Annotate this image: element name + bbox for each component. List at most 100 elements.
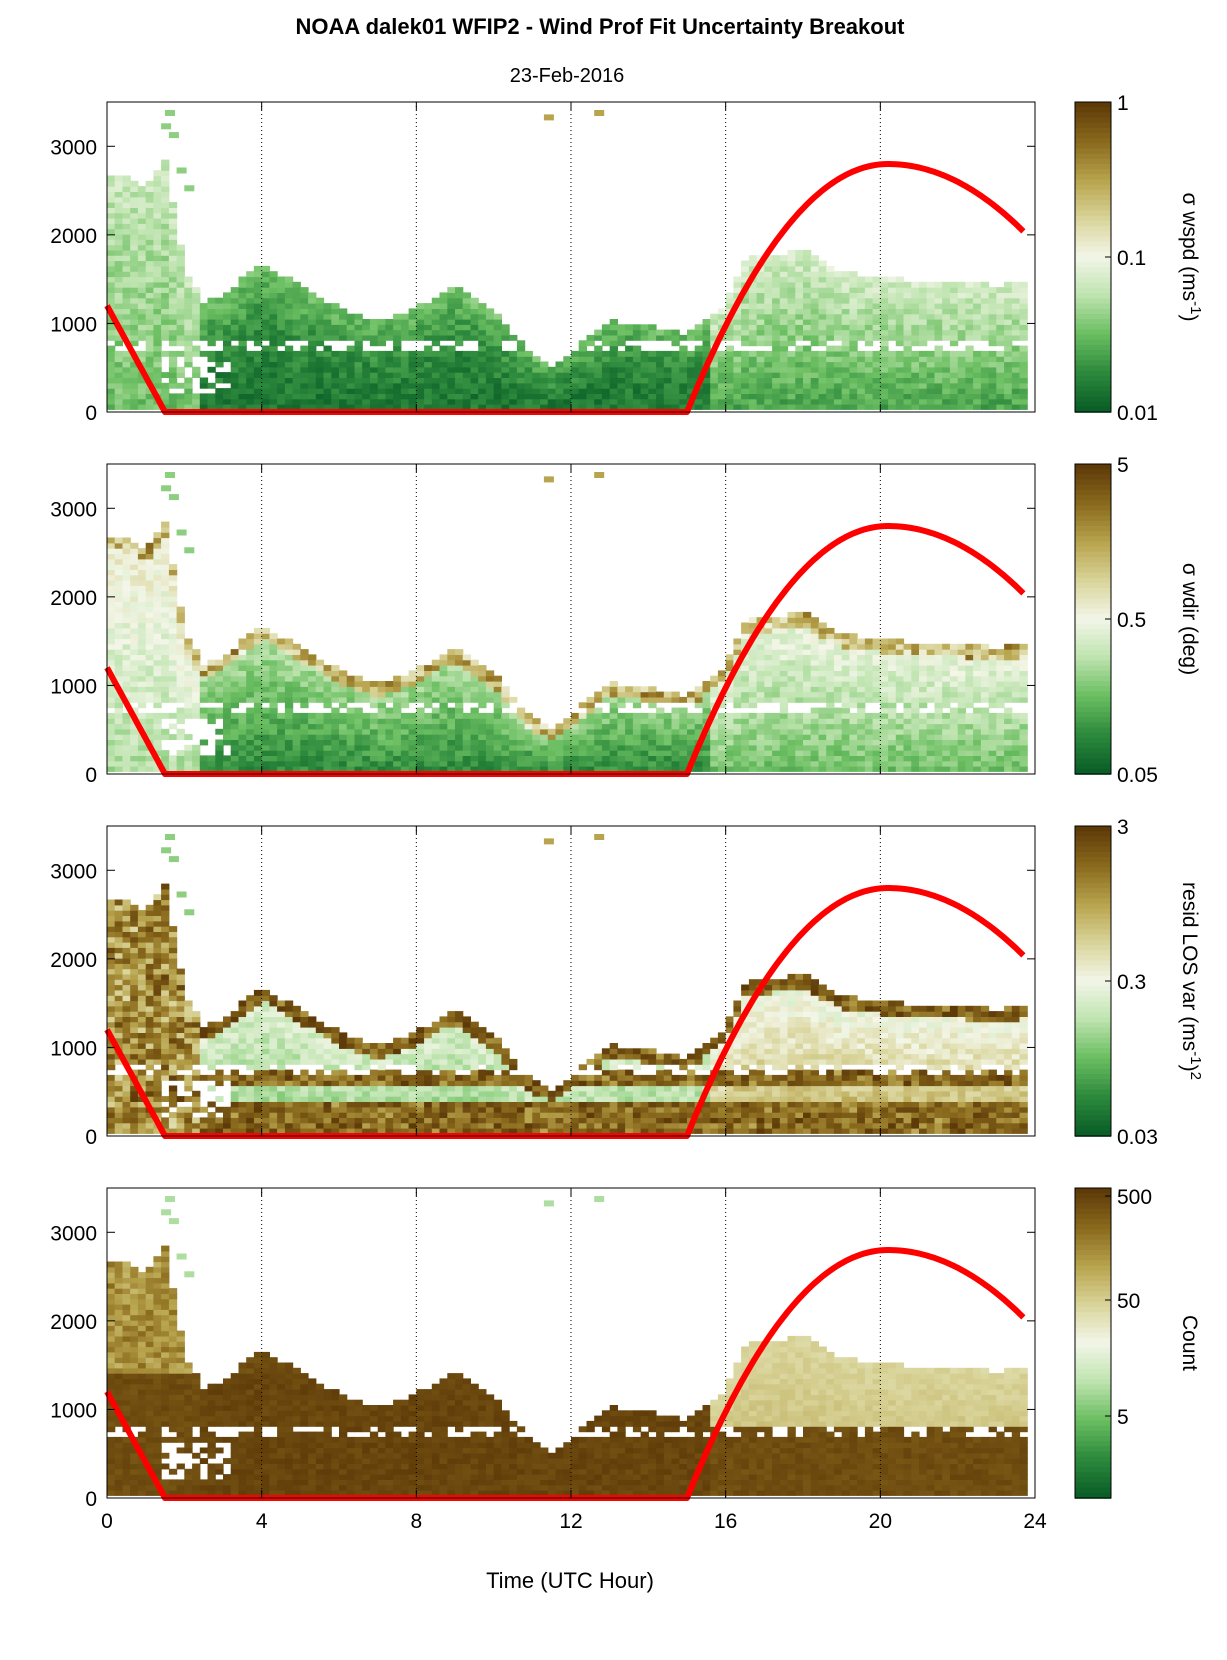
heatmap-wdir xyxy=(107,472,1028,772)
heatmap-cell xyxy=(687,335,695,341)
heatmap-cell xyxy=(324,745,332,751)
heatmap-cell xyxy=(927,335,935,341)
heatmap-cell xyxy=(393,351,401,357)
heatmap-cell xyxy=(471,676,479,682)
heatmap-cell xyxy=(935,750,943,756)
heatmap-cell xyxy=(726,298,734,304)
heatmap-cell xyxy=(123,202,131,208)
heatmap-cell xyxy=(803,266,811,272)
heatmap-cell xyxy=(153,346,161,352)
heatmap-cell xyxy=(192,319,200,325)
heatmap-cell xyxy=(718,383,726,389)
heatmap-cell xyxy=(277,378,285,384)
heatmap-cell xyxy=(123,367,131,373)
heatmap-cell xyxy=(540,761,548,767)
heatmap-cell xyxy=(463,292,471,298)
heatmap-cell xyxy=(834,303,842,309)
heatmap-cell xyxy=(579,750,587,756)
heatmap-cell xyxy=(478,340,486,346)
heatmap-cell xyxy=(123,287,131,293)
heatmap-cell xyxy=(888,303,896,309)
heatmap-cell xyxy=(239,654,247,660)
heatmap-cell xyxy=(919,330,927,336)
heatmap-cell xyxy=(146,351,154,357)
heatmap-cell xyxy=(911,362,919,368)
heatmap-cell xyxy=(981,356,989,362)
heatmap-cell xyxy=(184,340,192,346)
heatmap-cell xyxy=(617,734,625,740)
heatmap-cell xyxy=(656,729,664,735)
heatmap-cell xyxy=(803,393,811,399)
heatmap-cell xyxy=(177,282,185,288)
heatmap-cell xyxy=(772,686,780,692)
heatmap-cell xyxy=(478,755,486,761)
heatmap-cell xyxy=(733,404,741,410)
heatmap-cell xyxy=(803,654,811,660)
heatmap-cell xyxy=(896,755,904,761)
heatmap-cell xyxy=(803,335,811,341)
heatmap-cell xyxy=(780,266,788,272)
heatmap-cell xyxy=(285,755,293,761)
heatmap-cell xyxy=(130,681,138,687)
heatmap-cell xyxy=(819,383,827,389)
heatmap-cell xyxy=(795,628,803,634)
heatmap-cell xyxy=(741,745,749,751)
heatmap-cell xyxy=(293,393,301,399)
heatmap-cell xyxy=(123,633,131,639)
heatmap-cell xyxy=(246,718,254,724)
heatmap-cell xyxy=(710,676,718,682)
heatmap-cell xyxy=(1004,335,1012,341)
y-tick-label: 2000 xyxy=(50,225,97,248)
heatmap-cell xyxy=(672,399,680,405)
heatmap-cell xyxy=(223,346,231,352)
heatmap-cell xyxy=(679,745,687,751)
heatmap-cell xyxy=(749,686,757,692)
heatmap-cell xyxy=(177,324,185,330)
heatmap-cell xyxy=(239,388,247,394)
heatmap-cell xyxy=(138,564,146,570)
heatmap-cell xyxy=(308,367,316,373)
heatmap-cell xyxy=(888,393,896,399)
heatmap-cell xyxy=(788,250,796,256)
heatmap-cell xyxy=(153,314,161,320)
heatmap-cell xyxy=(285,660,293,666)
colorbar-segment xyxy=(1075,288,1111,294)
heatmap-cell xyxy=(471,708,479,714)
heatmap-cell xyxy=(834,372,842,378)
heatmap-cell xyxy=(130,192,138,198)
heatmap-cell xyxy=(1004,330,1012,336)
heatmap-cell xyxy=(888,356,896,362)
heatmap-cell xyxy=(919,713,927,719)
heatmap-cell xyxy=(625,740,633,746)
heatmap-cell xyxy=(362,734,370,740)
heatmap-cell xyxy=(942,298,950,304)
heatmap-cell xyxy=(192,335,200,341)
heatmap-cell xyxy=(811,330,819,336)
heatmap-cell xyxy=(749,713,757,719)
heatmap-cell xyxy=(927,692,935,698)
heatmap-cell xyxy=(733,282,741,288)
heatmap-cell xyxy=(888,308,896,314)
heatmap-cell xyxy=(177,718,185,724)
heatmap-cell xyxy=(656,356,664,362)
heatmap-cell xyxy=(115,234,123,240)
heatmap-cell xyxy=(138,271,146,277)
heatmap-cell xyxy=(107,766,115,772)
heatmap-cell xyxy=(935,404,943,410)
colorbar-tick-label: 1 xyxy=(1117,92,1129,115)
heatmap-cell xyxy=(138,649,146,655)
heatmap-cell xyxy=(138,351,146,357)
heatmap-cell xyxy=(254,670,262,676)
heatmap-cell xyxy=(811,623,819,629)
heatmap-cell xyxy=(130,575,138,581)
heatmap-cell xyxy=(602,734,610,740)
heatmap-cell xyxy=(764,654,772,660)
heatmap-cell xyxy=(594,372,602,378)
heatmap-cell xyxy=(331,665,339,671)
heatmap-cell xyxy=(324,740,332,746)
heatmap-cell xyxy=(269,351,277,357)
heatmap-cell xyxy=(138,612,146,618)
heatmap-cell xyxy=(594,708,602,714)
heatmap-cell xyxy=(254,724,262,730)
heatmap-cell xyxy=(904,766,912,772)
